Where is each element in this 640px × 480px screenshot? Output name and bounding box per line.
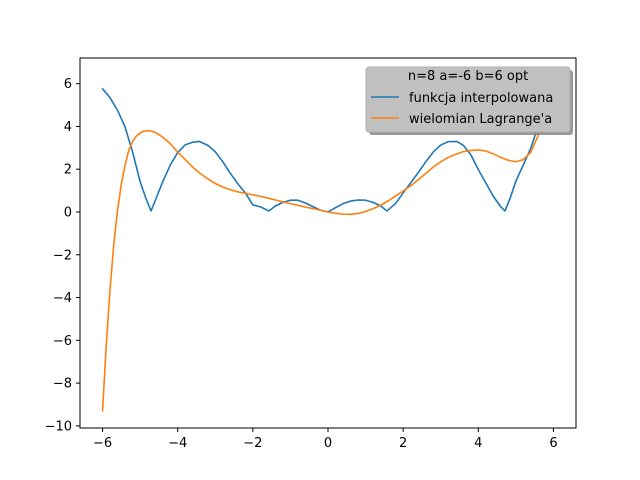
y-tick-label: 6: [64, 77, 72, 92]
y-tick-label: −8: [53, 377, 72, 392]
legend-label-lagrange: wielomian Lagrange'a: [409, 112, 552, 127]
x-axis: −6 −4 −2 0 2 4 6: [93, 428, 558, 451]
x-tick-label: −2: [243, 436, 262, 451]
series-line-1: [101, 74, 555, 412]
y-tick-label: −4: [53, 291, 72, 306]
legend-label-funkcja: funkcja interpolowana: [409, 91, 553, 106]
y-tick-label: 2: [64, 163, 72, 178]
y-tick-label: −6: [53, 334, 72, 349]
y-axis: 6 4 2 0 −2 −4 −6 −8 −10: [45, 77, 80, 434]
x-tick-label: 0: [324, 436, 332, 451]
x-tick-label: −4: [168, 436, 187, 451]
x-tick-label: 4: [474, 436, 482, 451]
legend-box: [365, 66, 571, 133]
x-tick-label: 6: [549, 436, 557, 451]
legend: n=8 a=-6 b=6 opt funkcja interpolowana w…: [365, 66, 573, 135]
x-tick-label: 2: [399, 436, 407, 451]
y-tick-label: −10: [45, 419, 72, 434]
y-tick-label: 0: [64, 205, 72, 220]
y-tick-label: −2: [53, 248, 72, 263]
y-tick-label: 4: [64, 120, 72, 135]
legend-title: n=8 a=-6 b=6 opt: [408, 69, 528, 84]
x-tick-label: −6: [93, 436, 112, 451]
plot-lines: [101, 74, 555, 412]
